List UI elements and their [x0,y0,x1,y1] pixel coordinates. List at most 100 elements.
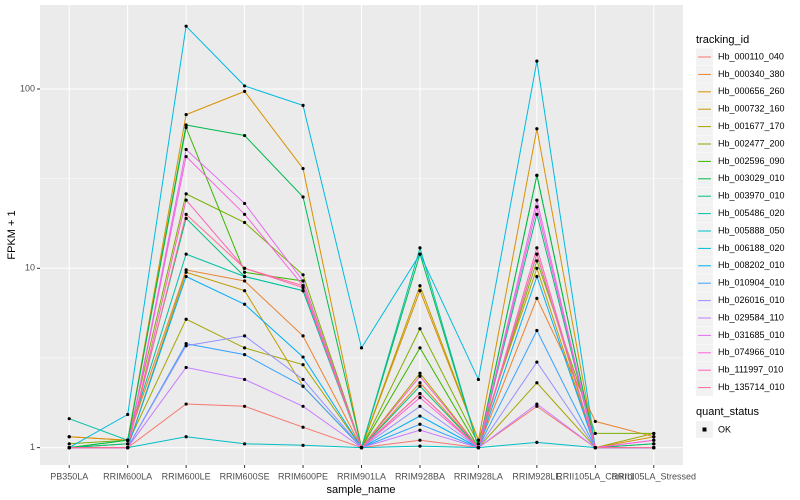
legend-label: Hb_000110_040 [718,51,784,61]
data-point [418,414,422,418]
data-point [184,435,188,439]
data-point [242,84,247,88]
x-tick-label: PB350LA [50,471,88,481]
data-point [67,435,71,439]
data-point [242,212,247,216]
data-point [301,289,305,293]
data-point [184,123,188,127]
data-point [301,425,305,429]
data-point [593,419,597,424]
x-tick-label: RRIM928LA [454,471,503,481]
data-point [535,296,539,300]
legend-label: Hb_000340_380 [718,69,785,79]
data-point [301,363,305,367]
data-point [126,442,130,446]
data-point [476,438,481,442]
data-point [418,346,422,350]
data-point [535,59,539,63]
data-point [126,446,130,450]
data-point [418,381,422,385]
data-point [652,438,656,442]
legend-label: Hb_111997_010 [718,365,783,375]
data-point [535,274,539,279]
data-point [301,284,305,288]
x-tick-label: RRIM600PE [278,471,328,481]
data-point [242,442,247,446]
data-point [184,154,188,159]
data-point [301,443,305,447]
data-point [301,355,305,359]
data-point [652,431,656,436]
data-point [535,127,539,131]
legend-label: Hb_006188_020 [718,243,785,253]
data-point [418,327,422,331]
data-point [242,220,247,225]
data-point [535,205,539,209]
data-point [652,446,656,450]
data-point [184,24,188,28]
data-point [535,212,539,216]
y-tick-label: 100 [20,83,35,93]
data-point [535,266,539,270]
data-point [67,442,71,446]
data-point [535,173,539,177]
data-point [535,404,539,408]
data-point [126,438,130,442]
data-point [418,422,422,426]
data-point [652,435,656,439]
data-point [301,334,305,338]
legend-label: Hb_002596_090 [718,156,785,166]
data-point [242,377,247,382]
legend-label: Hb_002477_200 [718,138,785,148]
data-point [418,392,422,396]
data-point [242,404,247,408]
legend-label: Hb_010904_010 [718,278,785,288]
plot-panel [40,5,683,465]
legend-title: quant_status [696,406,759,418]
data-point [418,371,422,375]
data-point [535,198,539,202]
x-tick-label: RRIM928BA [395,471,445,481]
legend-title: tracking_id [696,34,749,46]
legend-label: Hb_074966_010 [718,347,785,357]
data-point [418,444,422,448]
y-tick-label: 10 [25,263,35,273]
data-point [535,440,539,444]
data-point [184,112,188,117]
data-point [184,402,188,406]
data-point [418,246,422,250]
x-axis-title: sample_name [326,484,395,496]
legend-label: Hb_005486_020 [718,208,785,218]
legend-label: Hb_000656_260 [718,86,785,96]
data-point [535,246,539,250]
data-point [535,381,539,385]
data-point [418,428,422,432]
data-point [476,442,481,446]
data-point [126,412,130,417]
legend-label: Hb_031685_010 [718,330,785,340]
data-point [301,404,305,408]
data-point [242,133,247,138]
data-point [242,274,247,279]
data-point [535,402,539,406]
data-point [418,374,422,378]
data-point [184,270,188,274]
data-point [242,270,247,274]
data-point [242,353,247,357]
data-point [184,147,188,152]
data-point [242,279,247,283]
data-point [184,198,188,202]
data-point [184,125,188,130]
data-point [242,201,247,206]
legend-label: Hb_029584_110 [718,312,784,322]
data-point [593,431,597,436]
data-point [67,446,71,450]
data-point [476,377,481,382]
data-point [301,279,305,283]
legend-label: OK [718,424,731,434]
legend-label: Hb_003029_010 [718,173,785,183]
legend-label: Hb_003970_010 [718,191,785,201]
y-tick-label: 1 [30,442,35,452]
data-point [535,259,539,263]
